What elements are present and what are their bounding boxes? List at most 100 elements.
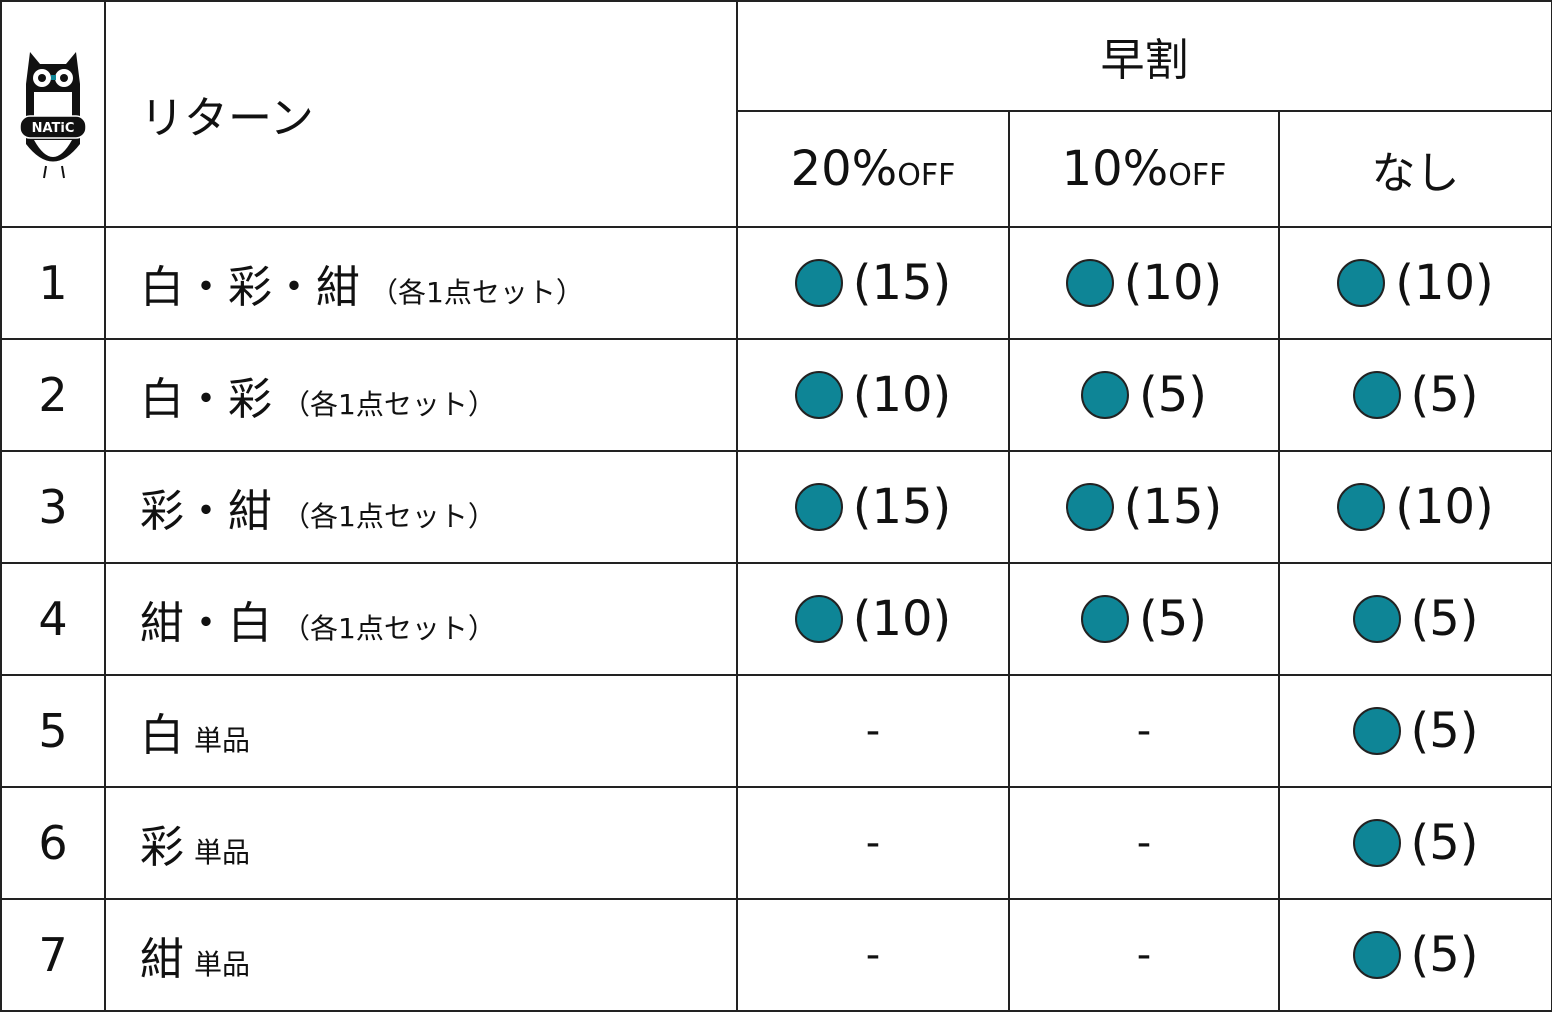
available-cell: (5): [1008, 338, 1280, 452]
item-name: 白: [140, 710, 184, 761]
available-cell: (5): [1008, 562, 1280, 676]
available-cell: (5): [1278, 898, 1552, 1012]
row-number: 7: [0, 898, 106, 1012]
count: (5): [1139, 367, 1207, 423]
unavailable-cell: -: [1008, 786, 1280, 900]
available-cell: (15): [736, 450, 1010, 564]
circle-icon: [1337, 483, 1386, 531]
circle-icon: [794, 483, 843, 531]
circle-icon: [794, 371, 843, 419]
available-cell: (5): [1278, 338, 1552, 452]
col-suffix: OFF: [1168, 158, 1227, 193]
item-note: 単品: [194, 948, 251, 981]
circle-icon: [1352, 371, 1401, 419]
table-row: 7 紺単品 - - (5): [0, 898, 1552, 1012]
svg-text:NATiC: NATiC: [32, 121, 75, 136]
available-cell: (10): [1278, 450, 1552, 564]
count: (5): [1410, 591, 1479, 647]
count: (10): [852, 367, 952, 423]
col-none: なし: [1278, 110, 1552, 228]
circle-icon: [1337, 259, 1386, 307]
unavailable-cell: -: [736, 786, 1010, 900]
table-row: 1 白・彩・紺 （各1点セット） (15) (10) (10): [0, 226, 1552, 340]
circle-icon: [1065, 483, 1114, 531]
unavailable-cell: -: [736, 898, 1010, 1012]
available-cell: (10): [1008, 226, 1280, 340]
owl-logo-icon: NATiC: [2, 44, 104, 184]
circle-icon: [1352, 931, 1401, 979]
item-name: 彩・紺: [140, 486, 272, 537]
row-name: 彩単品: [104, 786, 738, 900]
table-row: 6 彩単品 - - (5): [0, 786, 1552, 900]
available-cell: (15): [736, 226, 1010, 340]
item-name: 白・彩・紺: [140, 262, 360, 313]
available-cell: (10): [736, 338, 1010, 452]
available-cell: (5): [1278, 786, 1552, 900]
count: (5): [1410, 703, 1479, 759]
available-cell: (15): [1008, 450, 1280, 564]
unavailable-cell: -: [1008, 674, 1280, 788]
col-10off: 10%OFF: [1008, 110, 1280, 228]
row-number: 5: [0, 674, 106, 788]
item-note: （各1点セット）: [282, 500, 496, 533]
item-name: 紺: [140, 934, 184, 985]
item-name: 白・彩: [140, 374, 272, 425]
count: (10): [1395, 479, 1494, 535]
available-cell: (10): [1278, 226, 1552, 340]
row-name: 白単品: [104, 674, 738, 788]
col-suffix: OFF: [897, 158, 956, 193]
circle-icon: [1065, 259, 1114, 307]
available-cell: (5): [1278, 562, 1552, 676]
count: (5): [1410, 815, 1479, 871]
table-row: 2 白・彩 （各1点セット） (10) (5) (5): [0, 338, 1552, 452]
count: (10): [1123, 255, 1223, 311]
item-note: 単品: [194, 836, 251, 869]
item-note: 単品: [194, 724, 251, 757]
row-number: 6: [0, 786, 106, 900]
item-name: 彩: [140, 822, 184, 873]
count: (15): [852, 479, 952, 535]
circle-icon: [1081, 595, 1129, 643]
row-name: 紺単品: [104, 898, 738, 1012]
col-label: なし: [1371, 148, 1460, 199]
item-note: （各1点セット）: [282, 612, 496, 645]
circle-icon: [1081, 371, 1129, 419]
count: (5): [1410, 367, 1479, 423]
return-header: リターン: [104, 0, 738, 228]
row-number: 4: [0, 562, 106, 676]
circle-icon: [1352, 707, 1401, 755]
count: (15): [852, 255, 952, 311]
unavailable-cell: -: [736, 674, 1010, 788]
count: (5): [1139, 591, 1207, 647]
table-row: 3 彩・紺 （各1点セット） (15) (15) (10): [0, 450, 1552, 564]
unavailable-cell: -: [1008, 898, 1280, 1012]
row-name: 紺・白 （各1点セット）: [104, 562, 738, 676]
table-row: 4 紺・白 （各1点セット） (10) (5) (5): [0, 562, 1552, 676]
count: (10): [1395, 255, 1494, 311]
row-name: 白・彩 （各1点セット）: [104, 338, 738, 452]
circle-icon: [1352, 595, 1401, 643]
circle-icon: [794, 259, 843, 307]
table-row: 5 白単品 - - (5): [0, 674, 1552, 788]
circle-icon: [1352, 819, 1401, 867]
col-20off: 20%OFF: [736, 110, 1010, 228]
available-cell: (5): [1278, 674, 1552, 788]
row-number: 3: [0, 450, 106, 564]
count: (10): [852, 591, 952, 647]
circle-icon: [794, 595, 843, 643]
item-note: （各1点セット）: [282, 388, 496, 421]
col-label: 10%: [1061, 141, 1169, 197]
logo-cell: NATiC: [0, 0, 106, 228]
item-name: 紺・白: [140, 598, 272, 649]
col-label: 20%: [790, 141, 898, 197]
row-number: 1: [0, 226, 106, 340]
count: (5): [1410, 927, 1479, 983]
row-name: 彩・紺 （各1点セット）: [104, 450, 738, 564]
item-note: （各1点セット）: [370, 276, 584, 309]
early-bird-header: 早割: [736, 0, 1552, 112]
row-name: 白・彩・紺 （各1点セット）: [104, 226, 738, 340]
count: (15): [1123, 479, 1223, 535]
row-number: 2: [0, 338, 106, 452]
available-cell: (10): [736, 562, 1010, 676]
